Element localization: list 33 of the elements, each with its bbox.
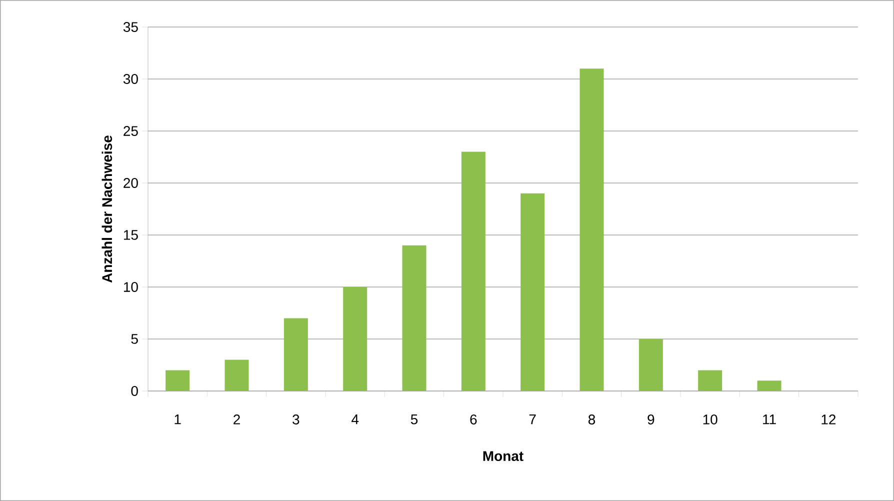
x-tick-label: 3 xyxy=(292,414,300,424)
y-tick-label: 35 xyxy=(123,22,138,32)
x-tick-label: 12 xyxy=(822,414,836,424)
bar xyxy=(224,360,249,391)
x-tick-label: 6 xyxy=(470,414,477,424)
x-tick-label: 7 xyxy=(529,414,536,424)
x-axis-title: Monat xyxy=(483,451,524,462)
y-tick-label: 15 xyxy=(124,230,138,240)
bar xyxy=(166,370,190,391)
bar xyxy=(638,339,663,391)
x-tick-label: 9 xyxy=(648,414,654,424)
y-tick-label: 5 xyxy=(131,334,138,344)
y-tick-label: 30 xyxy=(123,74,138,84)
y-tick-label: 0 xyxy=(131,386,138,396)
x-tick-label: 4 xyxy=(352,414,359,424)
x-tick-label: 8 xyxy=(588,414,596,424)
bar xyxy=(757,380,782,391)
x-tick-label: 1 xyxy=(174,414,181,424)
bar xyxy=(698,370,722,391)
bar xyxy=(520,193,545,391)
y-tick-label: 20 xyxy=(124,178,138,188)
y-axis-title: Anzahl der Nachweise xyxy=(102,136,112,283)
x-tick-label: 10 xyxy=(703,414,718,424)
bar xyxy=(461,152,486,391)
bar xyxy=(402,245,426,391)
bar xyxy=(284,318,308,391)
x-tick-label: 5 xyxy=(410,414,418,424)
bar xyxy=(343,287,368,391)
x-tick-label: 11 xyxy=(763,414,776,424)
x-tick-label: 2 xyxy=(234,414,240,424)
y-tick-label: 10 xyxy=(124,282,138,292)
bar xyxy=(580,68,604,391)
y-tick-label: 25 xyxy=(124,126,138,136)
